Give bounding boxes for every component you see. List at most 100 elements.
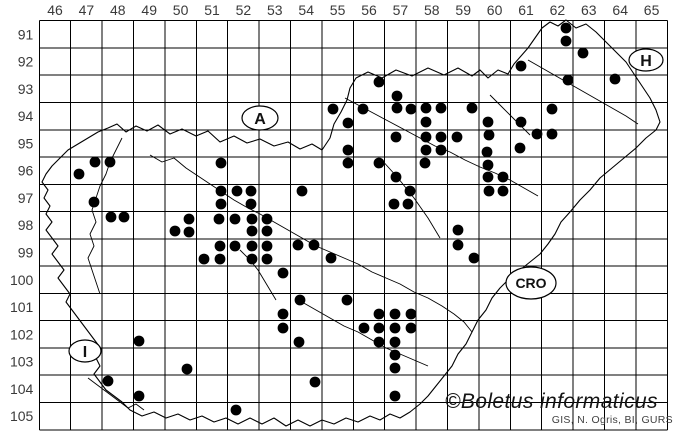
row-label: 103 (10, 354, 34, 370)
column-label: 46 (47, 2, 63, 18)
occurrence-dot (514, 142, 526, 154)
column-label: 58 (424, 2, 440, 18)
occurrence-dot (515, 116, 527, 128)
occurrence-dot (246, 253, 258, 265)
occurrence-dot (389, 322, 401, 334)
occurrence-dot (419, 157, 431, 169)
occurrence-dot (213, 213, 225, 225)
occurrence-dot (451, 131, 463, 143)
occurrence-dot (452, 239, 464, 251)
occurrence-dot (435, 102, 447, 114)
occurrence-dot (342, 157, 354, 169)
occurrence-dot (482, 116, 494, 128)
column-label: 52 (236, 2, 252, 18)
occurrence-dot (214, 240, 226, 252)
occurrence-dot (404, 185, 416, 197)
row-label: 99 (18, 244, 34, 260)
country-label-text: A (254, 111, 266, 128)
occurrence-dot (261, 240, 273, 252)
occurrence-dot (309, 376, 321, 388)
row-label: 91 (18, 26, 34, 42)
occurrence-dot (402, 198, 414, 210)
occurrence-dot (482, 159, 494, 171)
occurrence-dot (388, 198, 400, 210)
occurrence-dot (420, 102, 432, 114)
occurrence-dot (452, 224, 464, 236)
row-label: 104 (10, 381, 34, 397)
occurrence-dot (560, 35, 572, 47)
occurrence-dot (342, 117, 354, 129)
row-label: 93 (18, 81, 34, 97)
occurrence-dot (183, 213, 195, 225)
row-label: 102 (10, 326, 34, 342)
country-label-A: A (241, 105, 279, 131)
occurrence-dot (391, 102, 403, 114)
country-border (41, 19, 661, 427)
occurrence-dot (481, 146, 493, 158)
occurrence-dot (102, 375, 114, 387)
column-label: 49 (141, 2, 157, 18)
occurrence-dot (435, 144, 447, 156)
occurrence-dot (133, 390, 145, 402)
column-label: 57 (393, 2, 409, 18)
occurrence-dot (341, 294, 353, 306)
row-label: 94 (18, 108, 34, 124)
occurrence-dot (293, 336, 305, 348)
column-label: 51 (204, 2, 220, 18)
row-label: 101 (10, 299, 34, 315)
row-label: 96 (18, 163, 34, 179)
occurrence-dot (214, 253, 226, 265)
occurrence-dot (466, 102, 478, 114)
occurrence-dot (183, 226, 195, 238)
row-label: 97 (18, 190, 34, 206)
column-label: 50 (173, 2, 189, 18)
occurrence-dot (468, 252, 480, 264)
country-label-H: H (628, 48, 664, 72)
occurrence-dot (389, 336, 401, 348)
occurrence-dot (373, 308, 385, 320)
column-label: 63 (581, 2, 597, 18)
occurrence-dot (560, 22, 572, 34)
row-label: 92 (18, 54, 34, 70)
occurrence-dot (277, 308, 289, 320)
occurrence-dot (482, 171, 494, 183)
occurrence-dot (390, 171, 402, 183)
occurrence-dot (327, 103, 339, 115)
occurrence-dot (389, 390, 401, 402)
occurrence-dot (104, 156, 116, 168)
occurrence-dot (497, 171, 509, 183)
occurrence-dot (405, 308, 417, 320)
occurrence-dot (73, 168, 85, 180)
occurrence-dot (420, 131, 432, 143)
occurrence-dot (308, 239, 320, 251)
country-label-text: CRO (515, 275, 546, 291)
occurrence-dot (246, 225, 258, 237)
occurrence-dots (73, 22, 621, 416)
occurrence-dot (405, 103, 417, 115)
occurrence-dot (215, 198, 227, 210)
occurrence-dot (169, 225, 181, 237)
column-label: 61 (518, 2, 534, 18)
occurrence-dot (229, 213, 241, 225)
occurrence-dot (245, 185, 257, 197)
river-line (527, 59, 639, 125)
row-label: 105 (10, 408, 34, 424)
occurrence-dot (357, 103, 369, 115)
occurrence-dot (296, 185, 308, 197)
occurrence-dot (577, 47, 589, 59)
occurrence-dot (261, 213, 273, 225)
occurrence-dot (546, 128, 558, 140)
occurrence-dot (277, 267, 289, 279)
column-label: 65 (644, 2, 660, 18)
column-label: 62 (550, 2, 566, 18)
river-line (301, 301, 429, 367)
occurrence-dot (88, 196, 100, 208)
occurrence-dot (373, 76, 385, 88)
occurrence-dot (215, 185, 227, 197)
occurrence-dot (342, 144, 354, 156)
occurrence-dot (483, 185, 495, 197)
column-label: 54 (298, 2, 314, 18)
occurrence-dot (389, 308, 401, 320)
occurrence-dot (531, 128, 543, 140)
row-label: 100 (10, 272, 34, 288)
